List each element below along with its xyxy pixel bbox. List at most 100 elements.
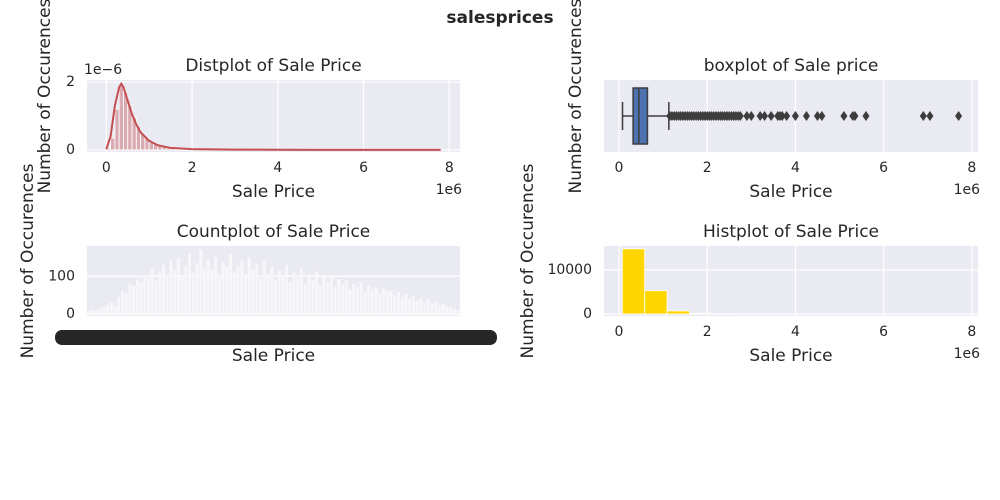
outlier — [955, 111, 963, 121]
bar — [270, 266, 274, 315]
bar — [143, 276, 147, 315]
x-tick-label: 2 — [703, 324, 712, 340]
bar — [165, 274, 169, 315]
bar — [426, 299, 430, 315]
x-tick-label: 4 — [791, 324, 800, 340]
y-axis-label: Number of Occurences — [35, 0, 55, 193]
bar — [94, 310, 98, 315]
x-axis-label: Sale Price — [232, 346, 315, 366]
bar — [255, 264, 259, 315]
bar — [206, 259, 210, 315]
bar — [441, 304, 445, 315]
y-tick-label: 0 — [66, 142, 75, 158]
bar — [244, 274, 248, 315]
bar — [288, 281, 292, 315]
x-tick-label: 0 — [102, 160, 111, 176]
bar — [333, 287, 337, 315]
bar — [128, 283, 132, 315]
bar — [689, 312, 713, 315]
bar — [195, 263, 199, 315]
bar — [437, 305, 441, 315]
bar — [341, 284, 344, 315]
bar — [292, 272, 296, 315]
bar — [400, 297, 404, 315]
x-axis-label: Sale Price — [749, 346, 832, 366]
bar — [318, 285, 322, 315]
bar — [367, 285, 371, 315]
bar — [378, 293, 382, 315]
outlier — [813, 111, 821, 121]
bar — [147, 278, 151, 315]
bar — [188, 253, 192, 315]
x-axis-label: Sale Price — [232, 182, 315, 202]
x-tick-label: 4 — [791, 160, 800, 176]
y-axis-label: Number of Occurences — [566, 0, 586, 193]
y-tick-label: 100 — [48, 268, 75, 284]
bar — [229, 253, 233, 315]
bar — [644, 290, 668, 315]
bar — [199, 249, 203, 315]
x-tick-labels-overlap — [55, 330, 497, 345]
x-offset-text: 1e6 — [436, 182, 463, 198]
bar — [102, 306, 106, 315]
bar — [344, 280, 348, 315]
outlier — [926, 111, 934, 121]
bar — [139, 281, 143, 315]
bar — [411, 295, 415, 315]
bar — [322, 277, 326, 315]
axes-title: Histplot of Sale Price — [703, 222, 879, 242]
bar — [359, 281, 363, 315]
bar — [408, 298, 412, 315]
bar — [445, 306, 449, 315]
bar — [296, 278, 300, 315]
bar — [247, 257, 251, 315]
outlier — [791, 111, 799, 121]
bar — [161, 264, 165, 315]
bar — [382, 288, 386, 315]
bar — [434, 302, 438, 315]
y-tick-label: 10000 — [547, 262, 592, 278]
bar — [98, 308, 102, 315]
outlier — [840, 111, 848, 121]
bar — [266, 273, 270, 315]
bar — [240, 260, 244, 315]
bar — [329, 276, 333, 315]
x-tick-label: 2 — [188, 160, 197, 176]
bar — [396, 292, 400, 315]
bar — [214, 255, 218, 315]
bar — [326, 281, 330, 315]
outlier — [778, 111, 786, 121]
bar — [176, 257, 180, 315]
axes-title: Distplot of Sale Price — [185, 56, 361, 76]
bar — [262, 261, 266, 315]
x-tick-label: 8 — [445, 160, 454, 176]
bar — [621, 248, 646, 315]
bar — [91, 309, 95, 315]
bar — [117, 297, 121, 315]
x-offset-text: 1e6 — [954, 182, 981, 198]
bar — [150, 268, 154, 315]
y-offset-text: 1e−6 — [84, 62, 122, 78]
figure-title: salesprices — [446, 8, 553, 28]
outlier — [851, 111, 859, 121]
x-tick-label: 6 — [879, 160, 888, 176]
outlier — [736, 111, 744, 121]
bar — [184, 266, 188, 315]
axes-title: boxplot of Sale price — [704, 56, 879, 76]
bar — [393, 295, 397, 315]
bar — [389, 290, 393, 315]
bar — [348, 289, 352, 315]
bar — [210, 269, 214, 315]
y-tick-label: 2 — [66, 74, 75, 90]
box — [632, 87, 649, 145]
bar — [110, 137, 116, 151]
bar — [158, 272, 162, 315]
bar — [87, 311, 91, 315]
bar — [113, 305, 117, 315]
kde-line — [105, 81, 441, 151]
bar — [456, 310, 460, 315]
bar — [355, 286, 359, 315]
bar — [251, 269, 255, 315]
bar — [191, 272, 195, 315]
